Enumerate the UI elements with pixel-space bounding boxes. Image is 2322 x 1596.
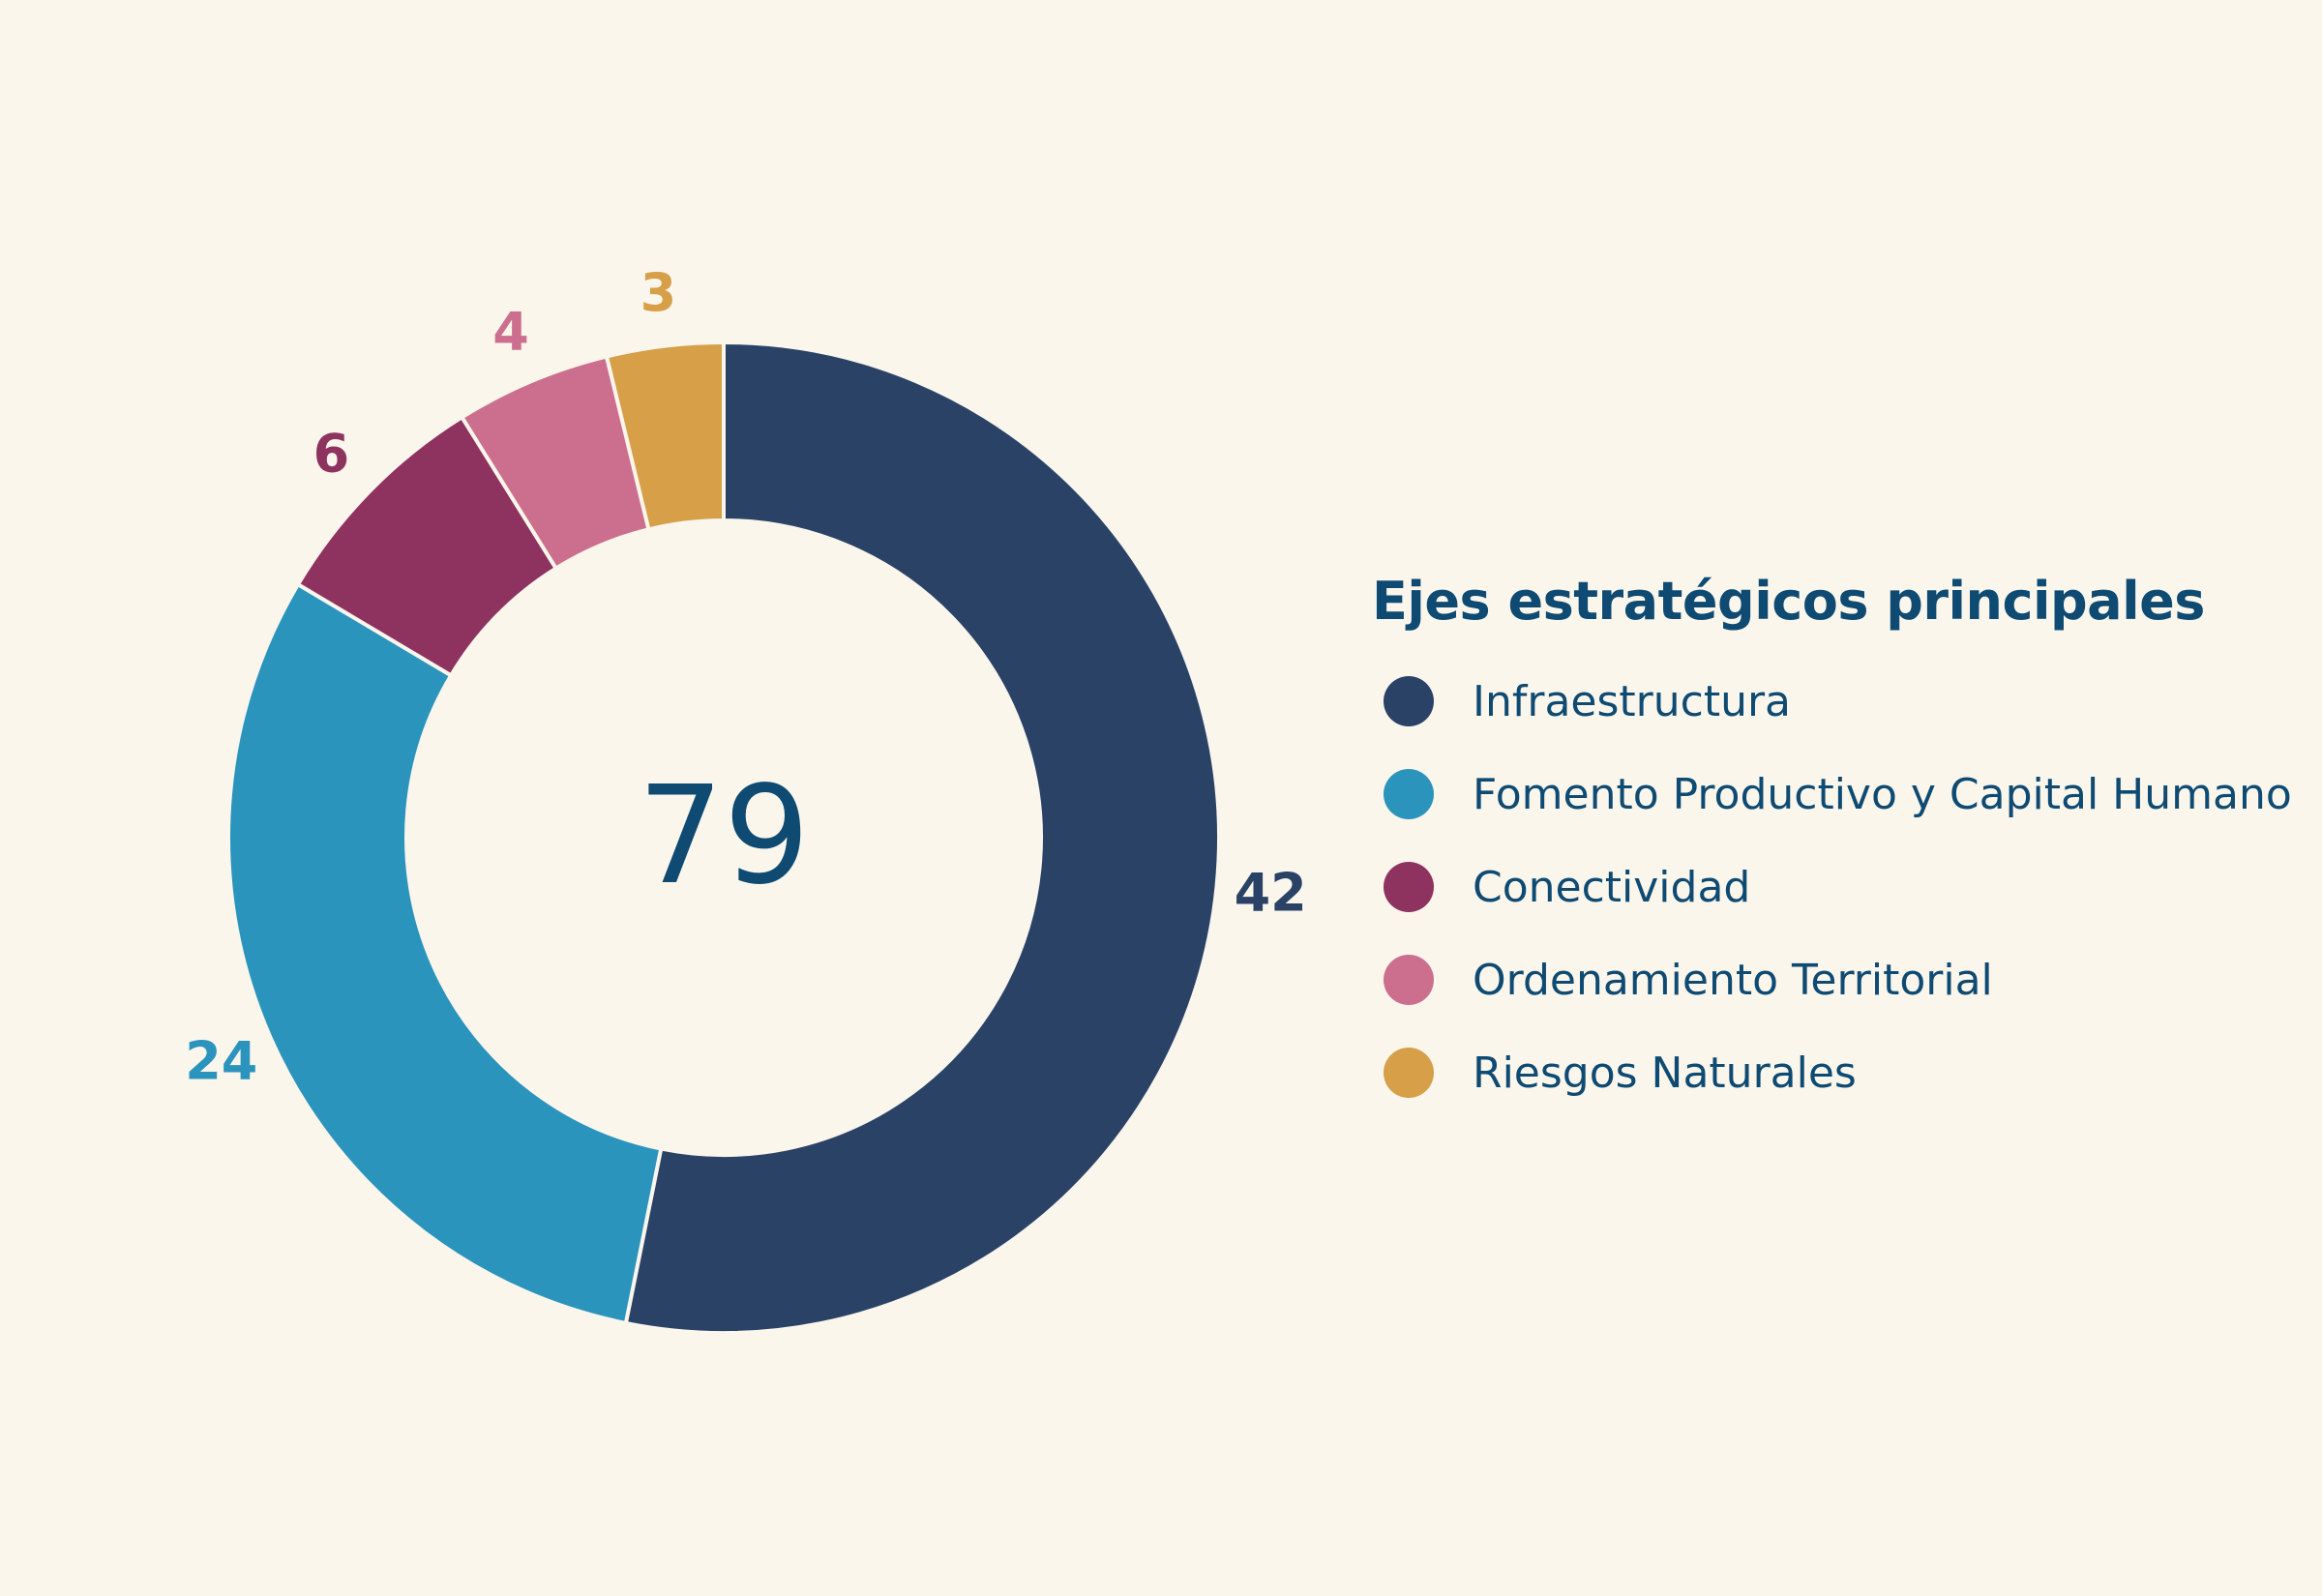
slice-value-label: 3 — [640, 262, 677, 323]
legend-label: Infraestructura — [1473, 676, 1792, 726]
legend-title: Ejes estratégicos principales — [1372, 571, 2205, 632]
legend-swatch — [1384, 676, 1434, 726]
legend-item: Conectividad — [1372, 841, 2292, 933]
donut-slice — [604, 340, 726, 532]
legend-label: Riesgos Naturales — [1473, 1048, 1857, 1098]
slice-labels: 42 24 6 4 3 — [185, 262, 1307, 1091]
legend-item: Ordenamiento Territorial — [1372, 933, 2292, 1026]
legend-items: Infraestructura Fomento Productivo y Capi… — [1372, 655, 2292, 1119]
legend-label: Conectividad — [1473, 862, 1751, 912]
legend: Ejes estratégicos principales Infraestru… — [1372, 571, 2292, 1119]
center-total: 79 — [638, 757, 810, 915]
legend-item: Infraestructura — [1372, 655, 2292, 748]
slice-value-label: 24 — [185, 1030, 257, 1091]
slice-value-label: 4 — [492, 301, 529, 362]
slice-value-label: 42 — [1235, 862, 1307, 923]
legend-swatch — [1384, 955, 1434, 1005]
legend-label: Ordenamiento Territorial — [1473, 955, 1993, 1005]
donut-slice — [623, 340, 1221, 1335]
donut-slices — [226, 340, 1221, 1335]
donut-slice — [226, 581, 664, 1326]
legend-swatch — [1384, 769, 1434, 819]
legend-swatch — [1384, 862, 1434, 912]
legend-item: Fomento Productivo y Capital Humano — [1372, 748, 2292, 841]
legend-swatch — [1384, 1048, 1434, 1098]
legend-item: Riesgos Naturales — [1372, 1026, 2292, 1119]
slice-value-label: 6 — [313, 423, 350, 484]
legend-label: Fomento Productivo y Capital Humano — [1473, 769, 2292, 819]
